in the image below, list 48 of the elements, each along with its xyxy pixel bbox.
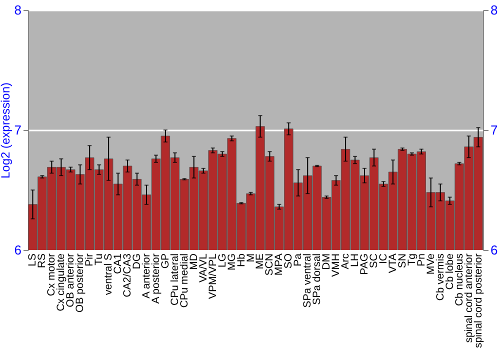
x-tick-label: ventral S xyxy=(102,254,115,295)
x-tick-label: CPu medial xyxy=(178,254,190,308)
y2-tick-label: 6 xyxy=(490,242,498,258)
x-tick-label: Arc xyxy=(340,254,352,270)
x-tick-label: Cb nucleus xyxy=(453,254,466,306)
x-tick-label: ME xyxy=(254,254,266,270)
x-tick-label: Cx cingulate xyxy=(55,253,68,312)
x-tick-label: RS xyxy=(36,254,48,268)
x-tick-label: SO xyxy=(282,254,295,269)
x-tick-label: MVe xyxy=(424,253,437,275)
x-tick-label: CA2/CA3 xyxy=(122,253,134,298)
x-tick-label: A posterior xyxy=(150,253,162,304)
x-tick-label: SCN xyxy=(264,254,276,276)
x-tick-label: LG xyxy=(216,254,228,268)
x-tick-label: M xyxy=(244,254,257,262)
x-tick-label: GP xyxy=(159,254,172,269)
x-tick-label: Hb xyxy=(235,253,248,267)
x-tick-label: Cb lobe xyxy=(444,253,456,290)
y-tick-label: 7 xyxy=(14,122,22,138)
x-tick-label: LS xyxy=(26,254,39,266)
x-tick-label: Pir xyxy=(84,253,96,266)
x-tick-label: CPu lateral xyxy=(168,254,181,306)
y-axis-title: Log2 (expression) xyxy=(0,82,12,179)
x-tick-label: CA1 xyxy=(112,253,124,274)
x-tick-label: SN xyxy=(396,254,408,268)
x-tick-label: VMH xyxy=(330,254,342,277)
x-tick-label: Tg xyxy=(406,253,418,266)
x-tick-label: OB anterior xyxy=(64,253,77,308)
x-tick-label: LH xyxy=(349,254,362,267)
x-tick-label: VA/VL xyxy=(197,253,210,282)
x-tick-label: MD xyxy=(188,253,200,270)
x-tick-label: spinal cord posterior xyxy=(472,252,484,348)
y-tick-label: 8 xyxy=(14,2,22,18)
x-tick-label: Cb vermis xyxy=(434,254,446,301)
x-tick-label: spinal cord anterior xyxy=(462,252,475,343)
x-tick-label: IC xyxy=(377,253,390,264)
x-tick-label: VTA xyxy=(386,254,399,274)
x-tick-label: Pa xyxy=(292,253,304,266)
x-tick-label: SPa dorsal xyxy=(311,254,324,305)
x-tick-label: DM xyxy=(320,254,333,270)
x-tick-label: Tu xyxy=(93,253,106,266)
x-tick-label: OB posterior xyxy=(74,253,86,312)
x-tick-label: MPA xyxy=(273,254,286,276)
x-tick-label: VPM/VPL xyxy=(206,253,219,300)
x-tick-label: MG xyxy=(226,254,238,270)
y2-tick-label: 8 xyxy=(490,2,498,18)
y-tick-label: 6 xyxy=(14,242,22,258)
y2-tick-label: 7 xyxy=(490,122,498,138)
